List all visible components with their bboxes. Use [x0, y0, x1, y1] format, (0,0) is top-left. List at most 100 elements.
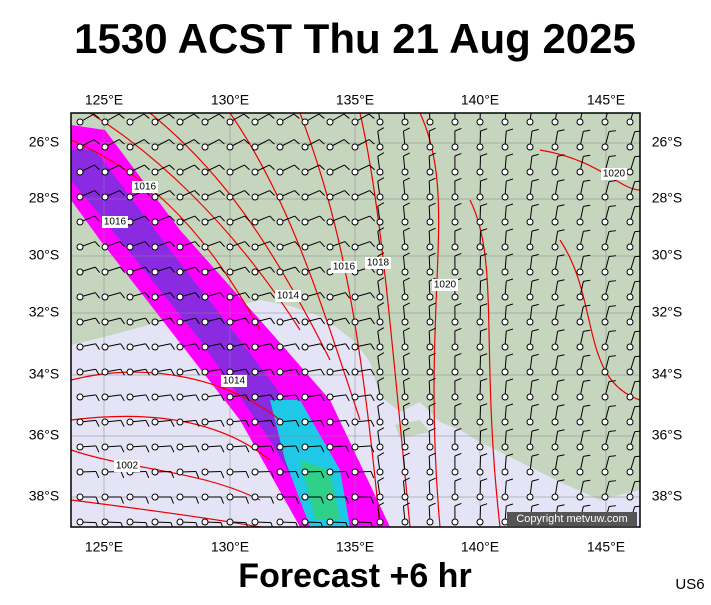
barb-station [577, 469, 583, 475]
barb-station [302, 244, 308, 250]
barb-station [402, 344, 408, 350]
barb-station [452, 294, 458, 300]
barb-station [227, 419, 233, 425]
barb-station [327, 419, 333, 425]
barb-station [452, 119, 458, 125]
lon-label-bottom: 130°E [211, 539, 249, 555]
barb-station [327, 119, 333, 125]
barb-station [352, 494, 358, 500]
barb-station [202, 119, 208, 125]
barb-station [177, 119, 183, 125]
barb-station [152, 419, 158, 425]
barb-station [577, 169, 583, 175]
barb-station [77, 244, 83, 250]
barb-station [452, 144, 458, 150]
lon-label-bottom: 140°E [461, 539, 499, 555]
barb-station [327, 469, 333, 475]
lon-label-top: 135°E [336, 92, 374, 108]
lat-label-left: 28°S [29, 190, 60, 206]
barb-station [327, 144, 333, 150]
barb-station [277, 319, 283, 325]
barb-station [502, 244, 508, 250]
barb-station [427, 169, 433, 175]
barb-station [177, 294, 183, 300]
barb-station [427, 344, 433, 350]
barb-station [452, 244, 458, 250]
barb-station [502, 319, 508, 325]
barb-station [352, 194, 358, 200]
barb-station [77, 319, 83, 325]
barb-station [102, 494, 108, 500]
barb-station [577, 144, 583, 150]
barb-station [477, 244, 483, 250]
barb-station [602, 244, 608, 250]
barb-station [127, 144, 133, 150]
isobar-label: 1002 [116, 461, 139, 472]
barb-station [277, 494, 283, 500]
isobar-label: 1016 [134, 182, 157, 193]
barb-station [102, 469, 108, 475]
barb-station [152, 344, 158, 350]
barb-station [427, 219, 433, 225]
barb-station [377, 519, 383, 525]
barb-station [352, 169, 358, 175]
barb-station [377, 169, 383, 175]
barb-station [302, 144, 308, 150]
barb-station [577, 244, 583, 250]
isobar-label: 1018 [367, 258, 390, 269]
barb-station [627, 269, 633, 275]
barb-station [402, 394, 408, 400]
barb-station [327, 244, 333, 250]
barb-station [77, 394, 83, 400]
barb-station [227, 269, 233, 275]
barb-station [477, 119, 483, 125]
barb-station [177, 194, 183, 200]
barb-station [127, 494, 133, 500]
barb-station [202, 294, 208, 300]
barb-station [602, 469, 608, 475]
barb-station [502, 394, 508, 400]
barb-station [427, 319, 433, 325]
barb-station [352, 519, 358, 525]
barb-station [602, 144, 608, 150]
barb-station [527, 194, 533, 200]
barb-station [177, 244, 183, 250]
isobar-label: 1014 [277, 291, 300, 302]
barb-station [477, 319, 483, 325]
barb-station [477, 194, 483, 200]
barb-station [602, 119, 608, 125]
isobar-label: 1020 [434, 280, 457, 291]
barb-station [502, 419, 508, 425]
barb-station [402, 169, 408, 175]
barb-station [202, 219, 208, 225]
barb-station [77, 119, 83, 125]
barb-station [202, 319, 208, 325]
barb-station [477, 444, 483, 450]
barb-station [627, 319, 633, 325]
lat-label-right: 32°S [652, 304, 683, 320]
barb-station [477, 419, 483, 425]
lat-label-left: 34°S [29, 366, 60, 382]
barb-station [452, 319, 458, 325]
barb-station [327, 169, 333, 175]
barb-station [152, 519, 158, 525]
barb-station [227, 344, 233, 350]
barb-station [477, 294, 483, 300]
barb-station [527, 319, 533, 325]
barb-station [502, 494, 508, 500]
barb-station [252, 244, 258, 250]
barb-station [127, 169, 133, 175]
lat-label-right: 36°S [652, 427, 683, 443]
barb-station [427, 294, 433, 300]
barb-station [602, 369, 608, 375]
barb-station [327, 494, 333, 500]
lon-label-top: 145°E [587, 92, 625, 108]
barb-station [302, 169, 308, 175]
barb-station [277, 419, 283, 425]
barb-station [252, 519, 258, 525]
barb-station [102, 119, 108, 125]
barb-station [327, 444, 333, 450]
barb-station [102, 394, 108, 400]
barb-station [77, 444, 83, 450]
barb-station [402, 444, 408, 450]
